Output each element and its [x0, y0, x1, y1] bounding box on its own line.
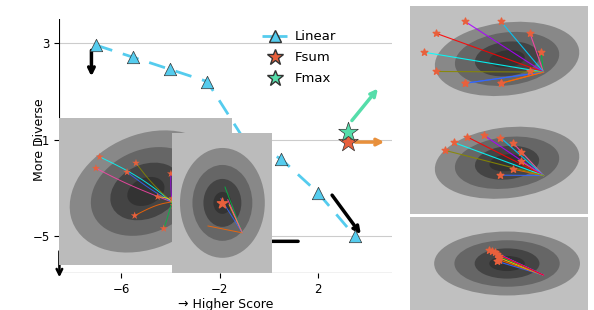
Point [343, 130, 352, 135]
Ellipse shape [455, 32, 559, 86]
Point [516, 158, 526, 163]
Ellipse shape [435, 22, 579, 96]
X-axis label: → Higher Score: → Higher Score [178, 298, 273, 310]
Ellipse shape [489, 50, 525, 68]
Point [431, 69, 440, 74]
Point [496, 81, 505, 86]
Point [239, 137, 249, 142]
Point [463, 135, 472, 140]
Point [496, 19, 505, 24]
Point [490, 250, 500, 255]
Point [516, 149, 526, 154]
Point [460, 19, 469, 24]
Point [479, 133, 489, 138]
Ellipse shape [435, 127, 579, 199]
Point [91, 43, 101, 48]
Legend: Linear, Fsum, Fmax: Linear, Fsum, Fmax [257, 25, 342, 91]
Point [494, 255, 504, 260]
Point [128, 55, 138, 60]
Point [420, 50, 429, 55]
Point [525, 31, 535, 36]
Point [492, 259, 502, 264]
Ellipse shape [455, 136, 559, 189]
FancyBboxPatch shape [407, 215, 591, 310]
Point [314, 190, 323, 195]
Ellipse shape [475, 248, 539, 279]
Point [494, 257, 503, 262]
FancyBboxPatch shape [407, 3, 591, 114]
Point [496, 81, 505, 86]
Point [460, 81, 469, 86]
Ellipse shape [489, 154, 525, 171]
Ellipse shape [489, 256, 525, 271]
Ellipse shape [475, 146, 539, 180]
Ellipse shape [475, 42, 539, 76]
Point [494, 253, 503, 258]
Text: More Diverse: More Diverse [33, 98, 46, 181]
Point [441, 148, 450, 153]
Point [508, 141, 518, 146]
Point [488, 249, 497, 254]
Point [166, 67, 175, 72]
Point [343, 140, 352, 144]
Ellipse shape [434, 232, 580, 295]
Point [508, 167, 518, 172]
FancyBboxPatch shape [407, 109, 591, 216]
Point [536, 50, 546, 55]
Ellipse shape [454, 240, 560, 287]
Point [495, 173, 505, 178]
Point [449, 140, 459, 145]
Point [495, 135, 505, 140]
Point [525, 69, 535, 74]
Point [276, 157, 286, 162]
Point [492, 252, 502, 257]
Point [203, 79, 212, 84]
Point [350, 234, 360, 239]
Point [431, 31, 440, 36]
Point [484, 248, 494, 253]
Point [460, 81, 469, 86]
